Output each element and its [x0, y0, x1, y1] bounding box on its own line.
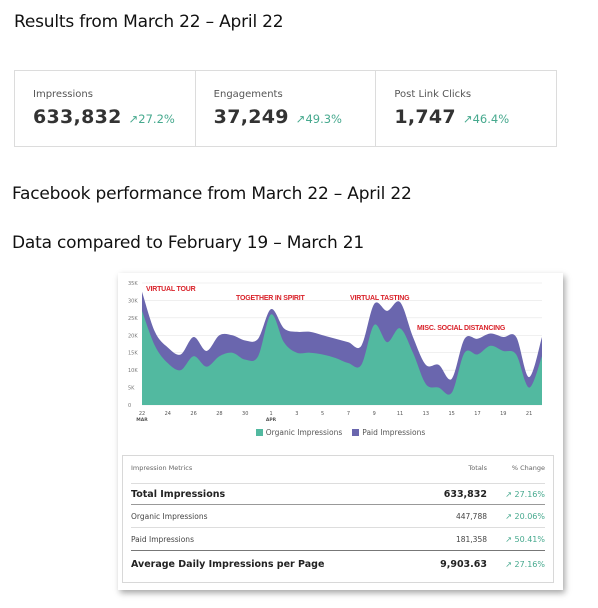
row-name: Organic Impressions: [131, 512, 208, 521]
x-tick-label: 22: [139, 411, 145, 417]
y-tick-label: 0: [128, 403, 131, 409]
legend-item-paid: Paid Impressions: [352, 428, 425, 437]
y-tick-label: 35K: [128, 281, 138, 287]
x-tick-label: 28: [216, 411, 222, 417]
y-tick-label: 30K: [128, 298, 138, 304]
chart-annotation: MISC. SOCIAL DISTANCING: [417, 325, 506, 332]
table-row: Organic Impressions 447,788 ↗ 20.06%: [131, 506, 545, 528]
metric-value: 633,832: [33, 106, 122, 128]
impressions-report-panel: 0 5K 10K 15K 20K 25K 30K 35K 22 MAR 24 26 28 30 1 APR 3 5…: [118, 273, 563, 590]
x-tick-sublabel: MAR: [136, 417, 148, 423]
y-tick-label: 10K: [128, 368, 138, 374]
x-tick-sublabel: APR: [266, 417, 277, 423]
metric-label: Post Link Clicks: [394, 89, 472, 100]
y-tick-label: 20K: [128, 333, 138, 339]
y-tick-label: 15K: [128, 351, 138, 357]
results-heading: Results from March 22 – April 22: [14, 12, 284, 32]
metric-change: ↗49.3%: [295, 112, 342, 126]
x-tick-label: 30: [242, 411, 248, 417]
metric-value: 1,747: [394, 106, 456, 128]
row-total: 181,358: [455, 535, 487, 544]
arrow-up-right-icon: ↗: [505, 559, 515, 569]
chart-legend: Organic Impressions Paid Impressions: [118, 428, 563, 437]
x-tick-label: 21: [526, 411, 532, 417]
metric-label: Impressions: [33, 89, 93, 100]
comparison-heading: Data compared to February 19 – March 21: [12, 233, 364, 253]
x-tick-label: 24: [165, 411, 171, 417]
header-totals: Totals: [468, 464, 487, 472]
x-tick-label: 9: [373, 411, 376, 417]
row-name: Paid Impressions: [131, 535, 194, 544]
metric-engagements: Engagements 37,249 ↗49.3%: [196, 71, 377, 146]
row-change: ↗ 27.16%: [505, 559, 545, 569]
facebook-performance-heading: Facebook performance from March 22 – Apr…: [12, 184, 412, 204]
header-change: % Change: [511, 464, 545, 472]
metric-change: ↗27.2%: [128, 112, 175, 126]
row-change: ↗ 50.41%: [505, 535, 545, 544]
x-tick-label: 7: [347, 411, 350, 417]
chart-annotation: TOGETHER IN SPIRIT: [236, 295, 306, 302]
metric-change: ↗46.4%: [462, 112, 510, 126]
x-tick-label: 26: [190, 411, 196, 417]
x-tick-label: 1: [269, 411, 272, 417]
arrow-up-right-icon: ↗: [295, 112, 306, 126]
arrow-up-right-icon: ↗: [128, 112, 139, 126]
x-tick-label: 5: [321, 411, 324, 417]
impression-metrics-table: Impression Metrics Totals % Change Total…: [122, 455, 554, 583]
metric-post-link-clicks: Post Link Clicks 1,747 ↗46.4%: [376, 71, 556, 146]
metric-label: Engagements: [213, 89, 283, 100]
table-row: Average Daily Impressions per Page 9,903…: [131, 552, 545, 576]
y-tick-label: 25K: [128, 316, 138, 322]
arrow-up-right-icon: ↗: [462, 112, 473, 126]
row-change: ↗ 20.06%: [505, 512, 545, 521]
x-tick-label: 17: [474, 411, 480, 417]
row-name: Average Daily Impressions per Page: [131, 558, 325, 570]
organic-impressions-area: [142, 310, 542, 405]
arrow-up-right-icon: ↗: [505, 489, 515, 499]
x-tick-label: 13: [423, 411, 429, 417]
row-change: ↗ 27.16%: [505, 489, 545, 499]
x-tick-label: 19: [500, 411, 506, 417]
x-tick-label: 3: [295, 411, 298, 417]
metric-value: 37,249: [213, 106, 289, 128]
legend-swatch-paid: [352, 429, 360, 436]
y-tick-label: 5K: [128, 386, 135, 392]
metric-impressions: Impressions 633,832 ↗27.2%: [15, 71, 196, 146]
x-tick-label: 15: [448, 411, 454, 417]
arrow-up-right-icon: ↗: [505, 512, 515, 521]
x-tick-label: 11: [397, 411, 403, 417]
chart-annotation: VIRTUAL TASTING: [350, 295, 410, 302]
arrow-up-right-icon: ↗: [505, 535, 515, 544]
chart-annotation: VIRTUAL TOUR: [146, 286, 196, 293]
legend-item-organic: Organic Impressions: [255, 428, 342, 437]
table-header: Impression Metrics Totals % Change: [131, 464, 545, 472]
table-row: Paid Impressions 181,358 ↗ 50.41%: [131, 529, 545, 551]
row-total: 9,903.63: [440, 558, 487, 570]
row-total: 447,788: [455, 512, 487, 521]
legend-swatch-organic: [255, 429, 263, 436]
table-row: Total Impressions 633,832 ↗ 27.16%: [131, 483, 545, 505]
metrics-summary: Impressions 633,832 ↗27.2% Engagements 3…: [14, 70, 557, 147]
row-name: Total Impressions: [131, 488, 226, 500]
header-metrics: Impression Metrics: [131, 464, 193, 472]
row-total: 633,832: [443, 488, 487, 500]
